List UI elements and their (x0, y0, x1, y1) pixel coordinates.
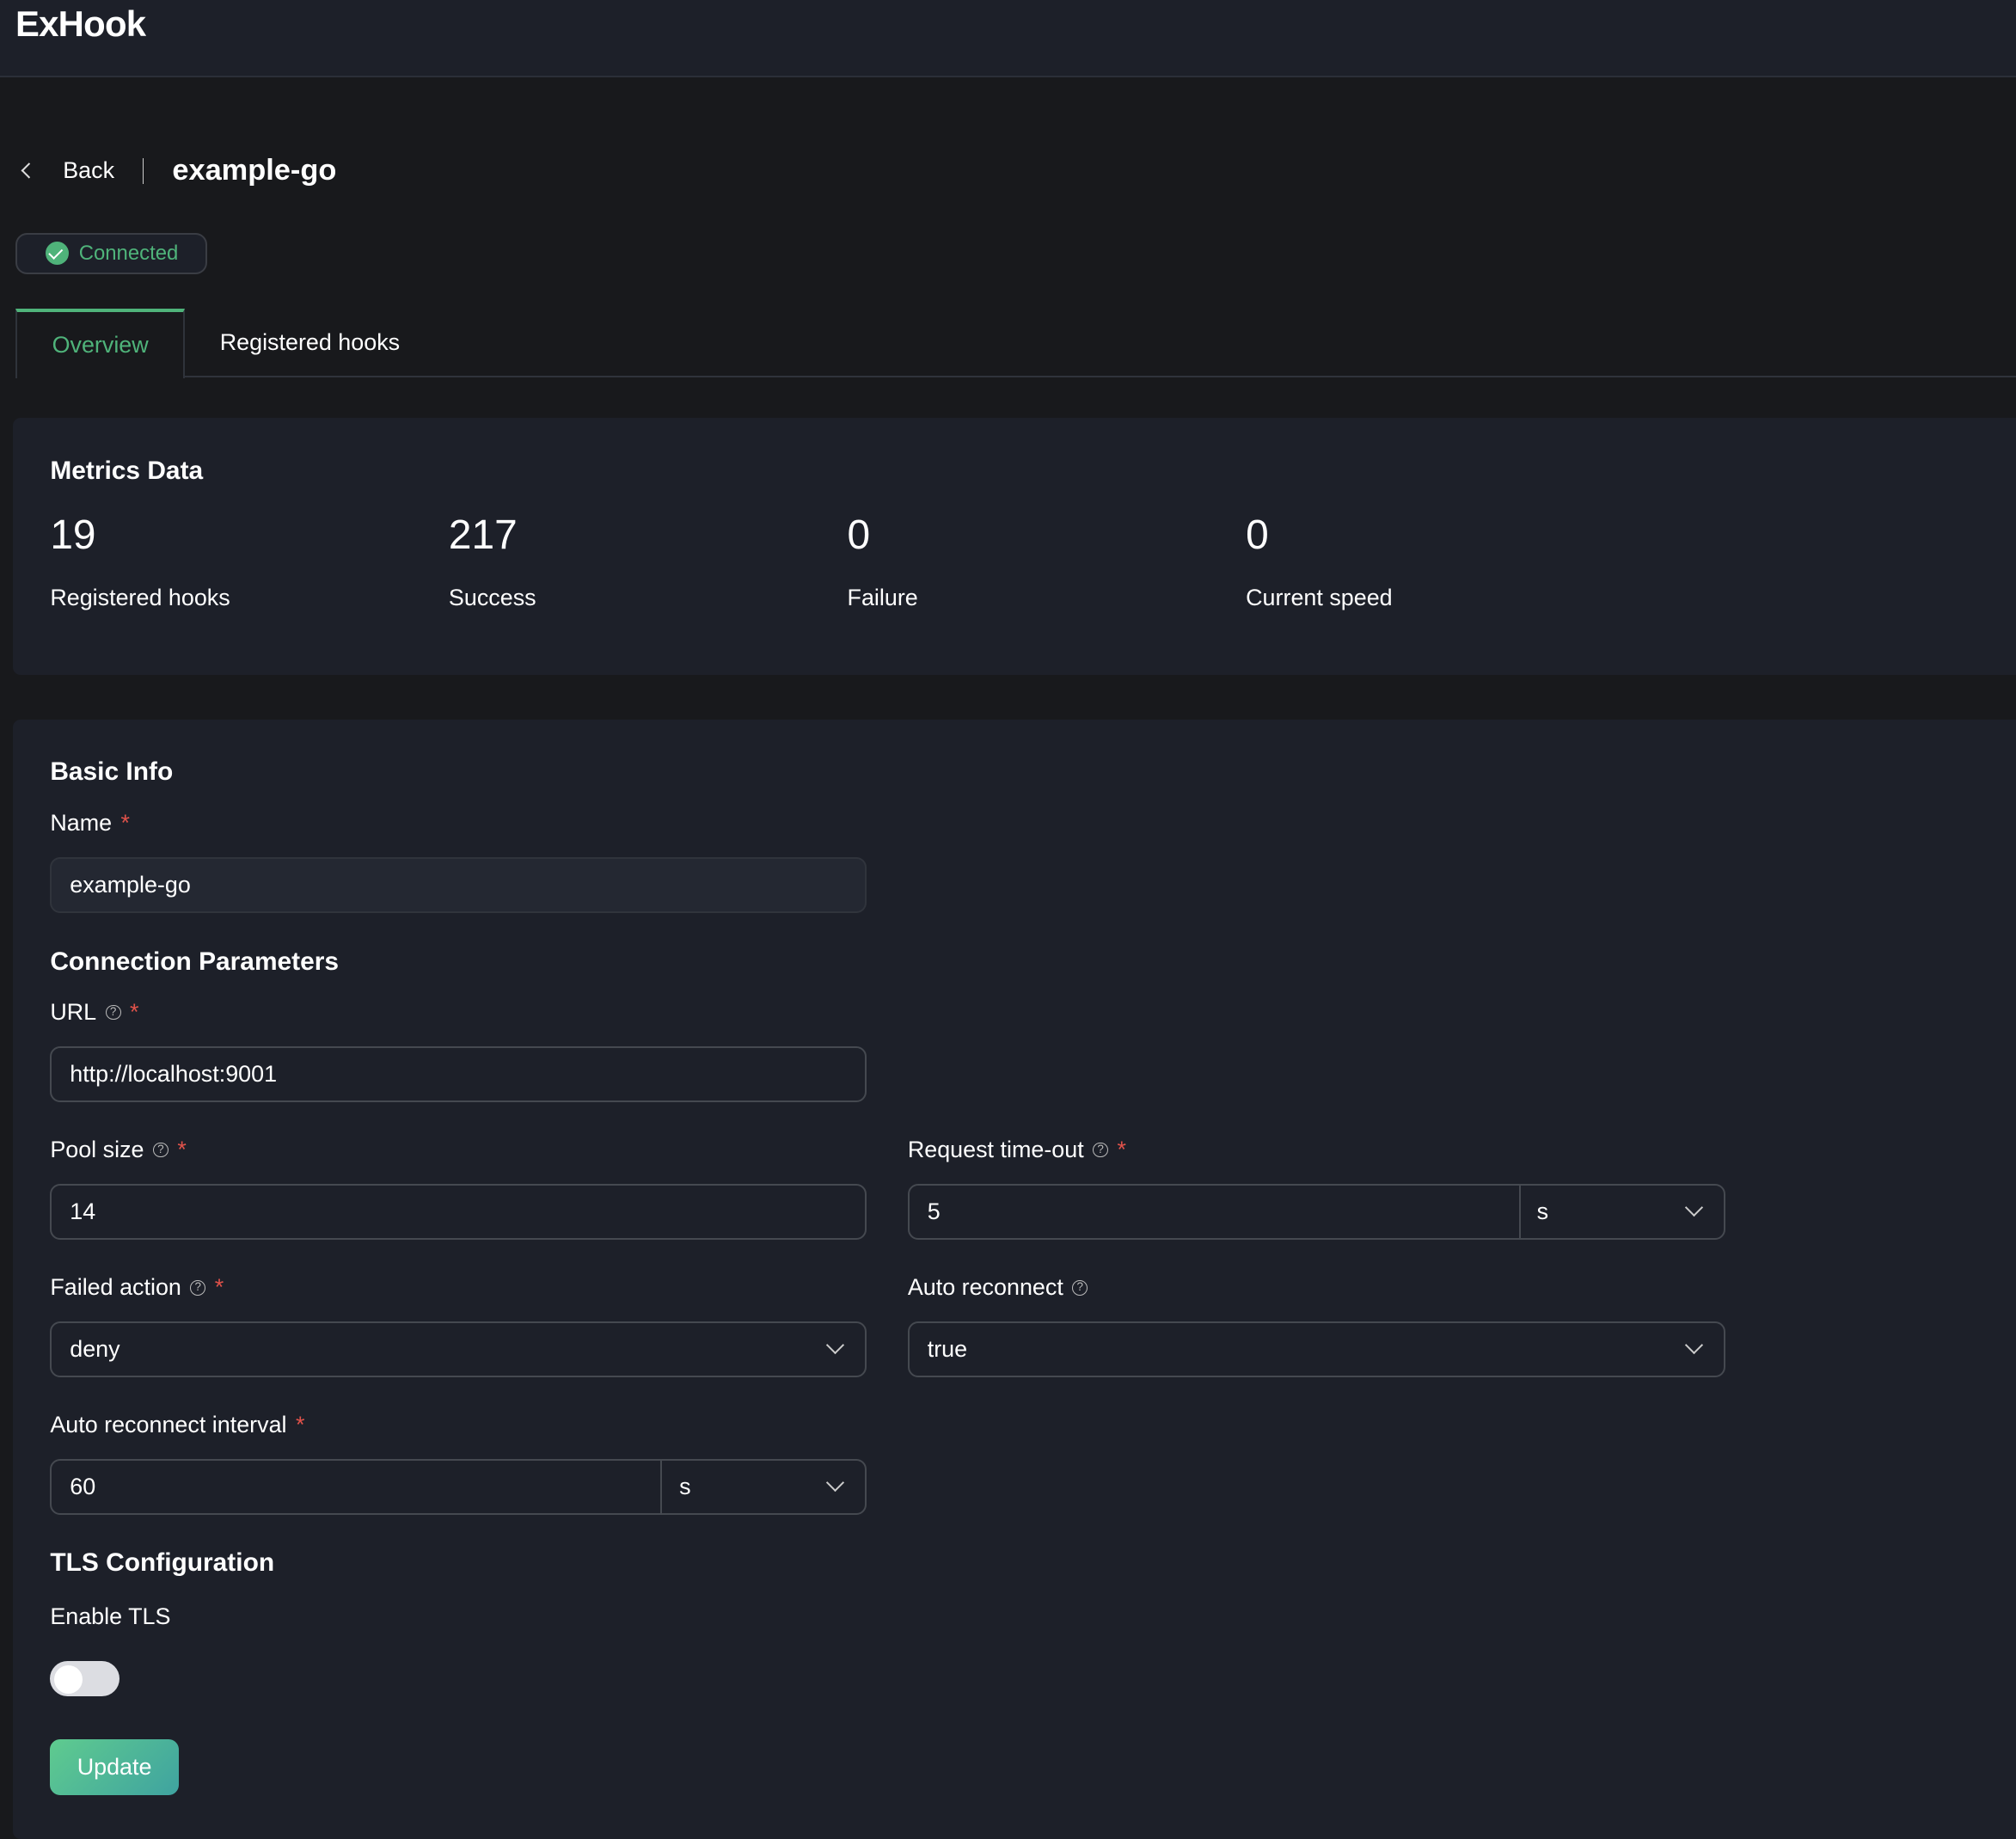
page-title: example-go (172, 154, 337, 187)
required-mark: * (120, 810, 131, 837)
input-value: 14 (70, 1198, 96, 1224)
metrics-card (12, 418, 2016, 676)
required-mark: * (214, 1274, 224, 1301)
help-icon[interactable]: ? (105, 1004, 121, 1021)
label-text: URL (50, 999, 97, 1025)
interval-unit-select[interactable]: s (679, 1474, 691, 1500)
chevron-left-icon[interactable] (21, 162, 38, 180)
metric-value: 0 (847, 512, 871, 559)
label-text: Auto reconnect interval (50, 1412, 287, 1438)
connection-parameters-title: Connection Parameters (50, 947, 340, 977)
divider (142, 157, 144, 184)
request-timeout-input[interactable]: 5 s (907, 1184, 1725, 1240)
breadcrumb: Back example-go (18, 151, 336, 190)
status-badge: Connected (15, 232, 207, 274)
metric-label: Registered hooks (50, 585, 230, 611)
name-label: Name * (50, 810, 130, 837)
metric-label: Failure (847, 585, 918, 611)
enable-tls-toggle[interactable] (50, 1661, 120, 1696)
status-label: Connected (78, 241, 179, 265)
input-value: http://localhost:9001 (70, 1060, 278, 1087)
required-mark: * (1117, 1137, 1127, 1163)
pool-size-label: Pool size? * (50, 1137, 187, 1163)
metric-value: 217 (448, 512, 518, 559)
label-text: Pool size (50, 1137, 144, 1163)
help-icon[interactable]: ? (1072, 1279, 1088, 1296)
auto-reconnect-select[interactable]: true (907, 1321, 1725, 1377)
chevron-down-icon[interactable] (1684, 1336, 1704, 1355)
tls-configuration-title: TLS Configuration (50, 1548, 275, 1577)
app-title: ExHook (15, 3, 146, 45)
auto-reconnect-interval-input[interactable]: 60 s (50, 1459, 867, 1515)
metric-label: Success (448, 585, 536, 611)
basic-info-title: Basic Info (50, 757, 174, 786)
label-text: Request time-out (907, 1137, 1084, 1163)
pool-size-input[interactable]: 14 (50, 1184, 867, 1240)
tab-registered-hooks[interactable]: Registered hooks (219, 328, 401, 355)
select-value: deny (70, 1336, 120, 1362)
metric-label: Current speed (1246, 585, 1393, 611)
tabs-divider (183, 375, 2016, 377)
chevron-down-icon[interactable] (1684, 1198, 1704, 1217)
select-value: true (927, 1336, 968, 1362)
timeout-unit-select[interactable]: s (1536, 1198, 1549, 1225)
metric-value: 0 (1246, 512, 1269, 559)
label-text: Name (50, 810, 113, 837)
url-input[interactable]: http://localhost:9001 (50, 1046, 867, 1102)
auto-reconnect-interval-label: Auto reconnect interval * (50, 1412, 304, 1438)
help-icon[interactable]: ? (190, 1279, 206, 1296)
failed-action-select[interactable]: deny (50, 1321, 867, 1377)
url-label: URL? * (50, 999, 138, 1026)
check-circle-icon (45, 242, 69, 266)
help-icon[interactable]: ? (1093, 1142, 1109, 1158)
help-icon[interactable]: ? (152, 1142, 169, 1158)
label-text: Auto reconnect (907, 1274, 1063, 1301)
back-link[interactable]: Back (63, 157, 115, 184)
input-value: 5 (927, 1198, 941, 1224)
update-button[interactable]: Update (50, 1739, 179, 1795)
required-mark: * (295, 1412, 305, 1438)
chevron-down-icon[interactable] (825, 1474, 845, 1493)
required-mark: * (177, 1137, 187, 1163)
metric-value: 19 (50, 512, 96, 559)
label-text: Failed action (50, 1274, 181, 1301)
enable-tls-label: Enable TLS (50, 1603, 171, 1629)
required-mark: * (129, 999, 139, 1025)
metrics-title: Metrics Data (50, 456, 204, 485)
chevron-down-icon[interactable] (825, 1336, 845, 1355)
tab-overview[interactable]: Overview (15, 308, 186, 378)
name-input[interactable]: example-go (50, 857, 867, 913)
toggle-knob (53, 1664, 83, 1694)
failed-action-label: Failed action? * (50, 1274, 224, 1301)
auto-reconnect-label: Auto reconnect? (908, 1274, 1088, 1301)
input-value: 60 (70, 1474, 96, 1500)
input-value: example-go (70, 872, 191, 898)
request-timeout-label: Request time-out? * (908, 1137, 1126, 1163)
app-header (0, 0, 2016, 77)
